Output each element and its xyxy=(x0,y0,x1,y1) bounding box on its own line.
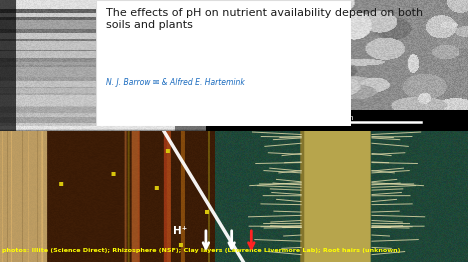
Text: Magn
2500x: Magn 2500x xyxy=(216,114,235,125)
Text: H⁺: H⁺ xyxy=(173,226,187,236)
Text: 10 μm: 10 μm xyxy=(331,115,353,121)
Polygon shape xyxy=(86,126,142,154)
Text: photos: Illite (Science Direct); Rhizosphere (NSF); Clay layers (Lawrence Liverm: photos: Illite (Science Direct); Rhizosp… xyxy=(2,248,401,253)
Text: The effects of pH on nutrient availability depend on both
soils and plants: The effects of pH on nutrient availabili… xyxy=(106,8,423,30)
Text: N. J. Barrow ✉ & Alfred E. Hartemink: N. J. Barrow ✉ & Alfred E. Hartemink xyxy=(106,78,245,87)
FancyBboxPatch shape xyxy=(96,0,351,126)
Bar xyxy=(206,110,468,131)
